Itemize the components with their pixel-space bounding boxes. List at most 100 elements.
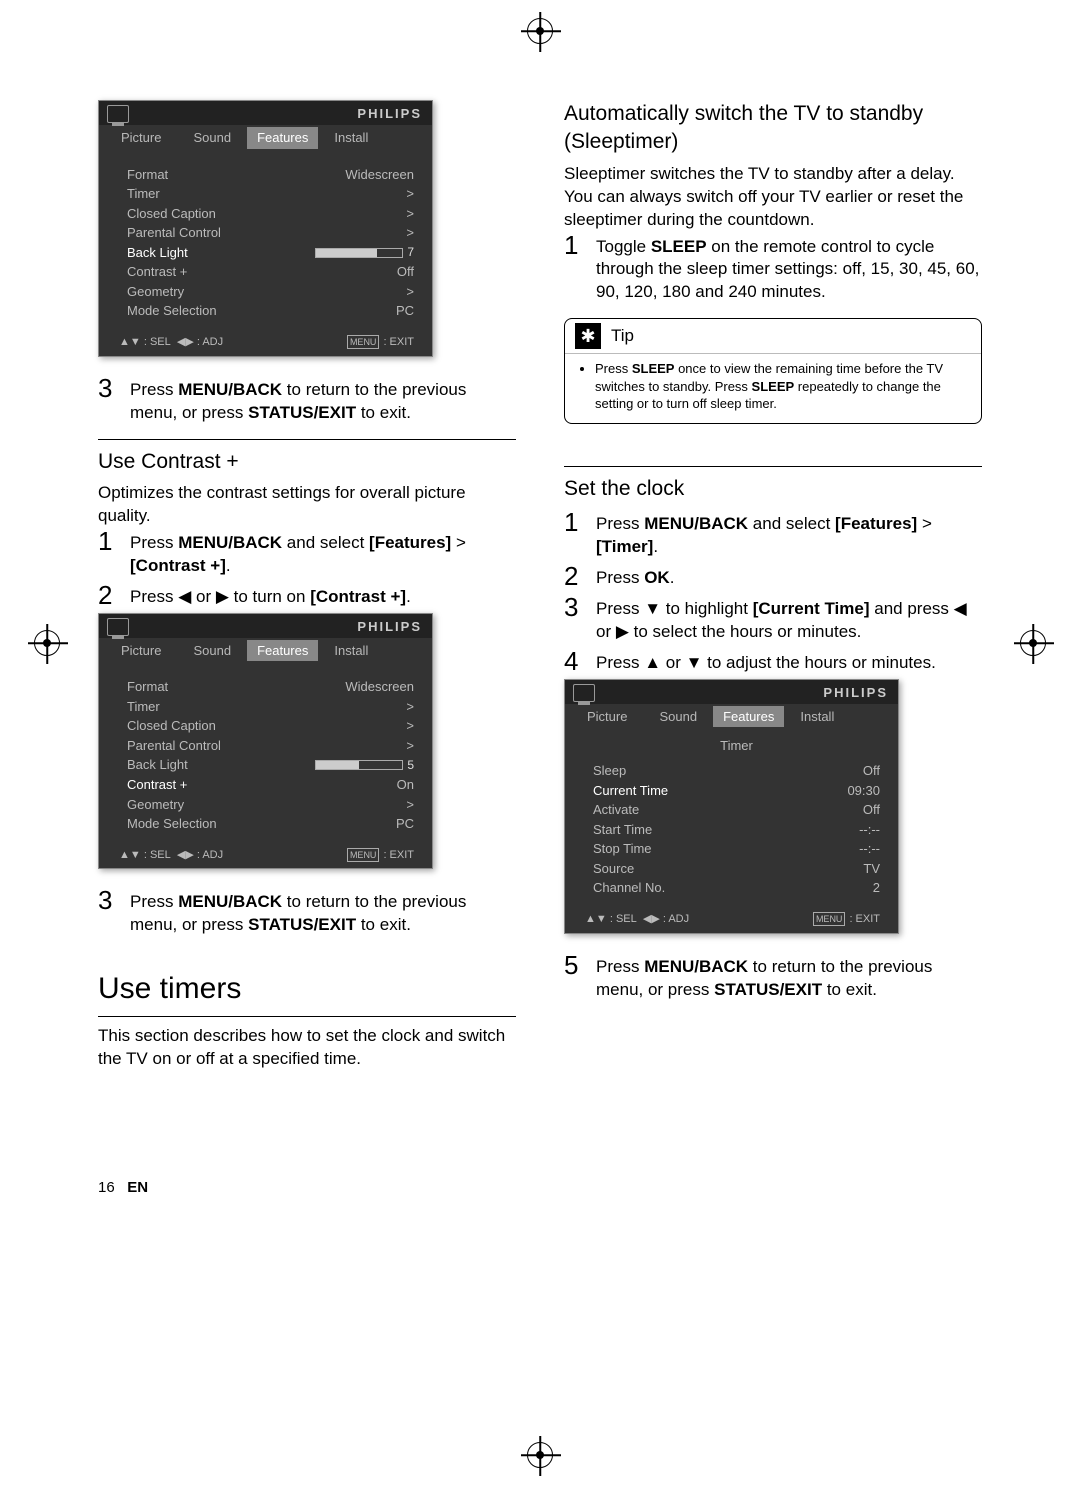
step-2: 2 Press ◀ or ▶ to turn on [Contrast +]. (98, 582, 516, 609)
menu-row: Timer > (127, 697, 414, 717)
brand-logo: PHILIPS (357, 618, 422, 636)
menu-label: Closed Caption (127, 717, 216, 735)
menu-value: Off (863, 762, 880, 780)
menu-row: Geometry > (127, 282, 414, 302)
step-1: 1 Toggle SLEEP on the remote control to … (564, 232, 982, 305)
tv-icon (107, 618, 129, 636)
menu-row: SleepOff (593, 761, 880, 781)
osd-menu-timer: PHILIPSPictureSoundFeaturesInstallTimerS… (564, 679, 899, 934)
heading-sleeptimer: Automatically switch the TV to standby (… (564, 100, 982, 157)
step-text: Toggle SLEEP on the remote control to cy… (596, 232, 982, 305)
menu-label: Timer (127, 185, 160, 203)
registration-mark (34, 630, 60, 656)
heading-timers: Use timers (98, 969, 516, 1010)
menu-label: Contrast + (127, 263, 187, 281)
step-text: Press MENU/BACK to return to the previou… (596, 952, 982, 1002)
registration-mark (1020, 630, 1046, 656)
menu-label: Mode Selection (127, 815, 217, 833)
menu-label: Stop Time (593, 840, 652, 858)
menu-row: Mode SelectionPC (127, 814, 414, 834)
menu-label: Back Light (127, 244, 188, 262)
tab-picture: Picture (571, 706, 643, 728)
menu-row: Back Light5 (127, 755, 414, 775)
menu-badge-icon: MENU (813, 912, 846, 926)
menu-tabs: PictureSoundFeaturesInstall (99, 638, 432, 664)
tab-picture: Picture (105, 640, 177, 662)
submenu-title: Timer (593, 737, 880, 755)
menu-row: SourceTV (593, 859, 880, 879)
tab-install: Install (318, 640, 384, 662)
menu-label: Activate (593, 801, 639, 819)
tab-sound: Sound (643, 706, 713, 728)
menu-value: Widescreen (345, 166, 414, 184)
menu-badge-icon: MENU (347, 848, 380, 862)
step-5: 5 Press MENU/BACK to return to the previ… (564, 952, 982, 1002)
step-3: 3 Press ▼ to highlight [Current Time] an… (564, 594, 982, 644)
menu-row: Stop Time--:-- (593, 839, 880, 859)
step-number: 1 (564, 509, 582, 559)
menu-label: Start Time (593, 821, 652, 839)
tab-install: Install (318, 127, 384, 149)
leftright-icon: ◀▶ (177, 336, 194, 348)
step-4: 4 Press ▲ or ▼ to adjust the hours or mi… (564, 648, 982, 675)
menu-row: Start Time--:-- (593, 820, 880, 840)
step-text: Press MENU/BACK to return to the previou… (130, 887, 516, 937)
menu-value: On (397, 776, 414, 794)
menu-value: > (406, 698, 414, 716)
step-number: 3 (98, 375, 116, 425)
menu-label: Source (593, 860, 634, 878)
tv-icon (107, 105, 129, 123)
step-number: 3 (98, 887, 116, 937)
tip-box: ✱ Tip Press SLEEP once to view the remai… (564, 318, 982, 424)
step-text: Press ◀ or ▶ to turn on [Contrast +]. (130, 582, 516, 609)
step-number: 2 (98, 582, 116, 609)
menu-value: > (406, 185, 414, 203)
menu-label: Current Time (593, 782, 668, 800)
divider (564, 466, 982, 467)
step-text: Press MENU/BACK and select [Features] > … (596, 509, 982, 559)
menu-footer: ▲▼ : SEL ◀▶ : ADJMENU: EXIT (99, 844, 432, 869)
osd-menu-features-contrast: PHILIPSPictureSoundFeaturesInstallFormat… (98, 613, 433, 870)
paragraph: Sleeptimer switches the TV to standby af… (564, 163, 982, 232)
updown-icon: ▲▼ (119, 336, 141, 348)
menu-label: Timer (127, 698, 160, 716)
step-number: 3 (564, 594, 582, 644)
menu-value: > (406, 205, 414, 223)
registration-mark (527, 1442, 553, 1468)
step-number: 4 (564, 648, 582, 675)
menu-row: Geometry > (127, 795, 414, 815)
menu-value: > (406, 796, 414, 814)
step-1: 1 Press MENU/BACK and select [Features] … (98, 528, 516, 578)
step-text: Press OK. (596, 563, 982, 590)
step-2: 2 Press OK. (564, 563, 982, 590)
slider: 7 (315, 244, 414, 260)
leftright-icon: ◀▶ (177, 849, 194, 861)
brand-logo: PHILIPS (357, 105, 422, 123)
step-number: 2 (564, 563, 582, 590)
step-1: 1 Press MENU/BACK and select [Features] … (564, 509, 982, 559)
menu-label: Channel No. (593, 879, 665, 897)
menu-value: > (406, 737, 414, 755)
slider: 5 (315, 757, 414, 773)
menu-value: 2 (873, 879, 880, 897)
menu-label: Geometry (127, 283, 184, 301)
menu-value: Off (863, 801, 880, 819)
menu-value: PC (396, 302, 414, 320)
menu-value: > (406, 224, 414, 242)
menu-label: Contrast + (127, 776, 187, 794)
menu-row: Activate Off (593, 800, 880, 820)
step-text: Press ▲ or ▼ to adjust the hours or minu… (596, 648, 982, 675)
menu-footer: ▲▼ : SEL ◀▶ : ADJMENU: EXIT (565, 908, 898, 933)
menu-value: Widescreen (345, 678, 414, 696)
menu-value: > (406, 283, 414, 301)
menu-row: Closed Caption> (127, 204, 414, 224)
right-column: Automatically switch the TV to standby (… (564, 100, 982, 1071)
step-text: Press MENU/BACK and select [Features] > … (130, 528, 516, 578)
updown-icon: ▲▼ (119, 849, 141, 861)
menu-value: 09:30 (847, 782, 880, 800)
step-number: 1 (564, 232, 582, 305)
menu-label: Geometry (127, 796, 184, 814)
menu-label: Parental Control (127, 224, 221, 242)
tv-icon (573, 684, 595, 702)
leftright-icon: ◀▶ (643, 913, 660, 925)
